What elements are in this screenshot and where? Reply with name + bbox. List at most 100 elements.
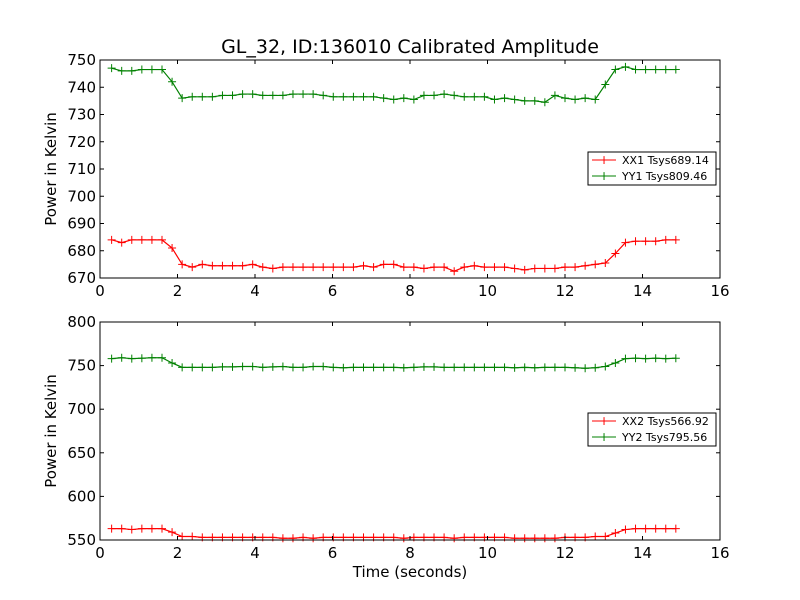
top-series-0-point [339, 263, 348, 272]
bottom-series-0-point [651, 524, 660, 533]
bottom-series-0-point [309, 534, 318, 543]
top-series-0-point [299, 263, 308, 272]
bottom-series-1-point [661, 354, 670, 363]
bottom-series-1-point [460, 363, 469, 372]
bottom-series-0-point [520, 534, 529, 543]
top-y-axis-label: Power in Kelvin [42, 112, 60, 226]
bottom-x-tick-label: 10 [478, 544, 497, 562]
top-series-0-point [198, 260, 207, 269]
bottom-series-1-point [450, 363, 459, 372]
bottom-x-tick-label: 4 [250, 544, 260, 562]
top-y-tick-label: 730 [67, 106, 96, 124]
top-series-0-point [561, 263, 569, 272]
bottom-y-tick-label: 650 [67, 444, 96, 462]
bottom-series-1-point [631, 354, 640, 363]
bottom-x-tick-label: 12 [555, 544, 574, 562]
top-x-tick-label: 14 [633, 282, 652, 300]
bottom-series-1-point [117, 353, 126, 362]
bottom-series-1-point [158, 353, 166, 362]
bottom-series-1-point [601, 362, 610, 371]
top-series-1-point [278, 91, 287, 100]
bottom-series-1-point [651, 354, 660, 363]
top-series-1-point [561, 94, 569, 103]
top-series-0-point [309, 263, 318, 272]
top-legend-marker-xx1: + [599, 153, 609, 167]
top-series-0-point [349, 263, 358, 272]
top-legend-marker-yy1: + [599, 169, 609, 183]
top-series-0-point [550, 264, 559, 273]
top-series-1-point [419, 91, 428, 100]
bottom-series-1-point [399, 363, 408, 372]
top-series-1-point [641, 65, 650, 74]
bottom-plot-panel: 0 2 4 6 8 10 12 14 16 550 600 650 700 750 800 Power in… [42, 313, 730, 581]
top-series-1-point [530, 96, 539, 105]
bottom-series-0-point [188, 532, 197, 541]
top-series-0-point [621, 238, 630, 247]
top-series-1-point [147, 65, 156, 74]
top-y-tick-label: 750 [67, 51, 96, 69]
bottom-series-1-point [440, 363, 449, 372]
top-series-0-point [107, 235, 116, 244]
top-series-1-point [581, 94, 590, 103]
top-series-0-point [168, 244, 177, 253]
top-series-0-point [641, 237, 650, 246]
top-series-0-point [419, 264, 428, 273]
top-y-tick-label: 740 [67, 78, 96, 96]
top-series-1-point [228, 91, 237, 100]
bottom-series-0-point [611, 529, 620, 538]
top-series-1-point [440, 90, 449, 99]
top-y-tick-label: 670 [67, 269, 96, 287]
bottom-series-1-point [480, 363, 489, 372]
bottom-x-tick-label: 14 [633, 544, 652, 562]
bottom-series-1-point [218, 362, 227, 371]
top-series-0-point [409, 263, 418, 272]
top-series-1-point [248, 90, 257, 99]
bottom-series-0-point [107, 524, 116, 533]
bottom-series-1-point [369, 363, 378, 372]
top-series-1-point [480, 92, 489, 101]
top-series-1-point [349, 92, 358, 101]
top-series-0-point [278, 263, 287, 272]
bottom-series-1-point [107, 354, 116, 363]
top-series-1-point [661, 65, 670, 74]
bottom-y-axis-label: Power in Kelvin [42, 374, 60, 488]
bottom-series-0-point [601, 532, 610, 541]
top-series-0-point [248, 260, 257, 269]
bottom-series-1-point [581, 364, 590, 373]
top-series-1-point [359, 92, 368, 101]
top-x-tick-label: 0 [95, 282, 105, 300]
top-series-1-point [550, 91, 559, 100]
top-series-1-point [671, 65, 680, 74]
bottom-series-1-point [329, 363, 338, 372]
bottom-series-1-point [299, 363, 308, 372]
top-series-1-point [460, 92, 469, 101]
top-series-1-point [510, 95, 519, 104]
top-series-0-point [369, 263, 378, 272]
bottom-legend: + XX2 Tsys566.92 + YY2 Tsys795.56 [587, 412, 717, 447]
top-series-1-point [268, 91, 277, 100]
top-series-0-point [117, 238, 126, 247]
top-series-0-point [319, 263, 328, 272]
bottom-series-1-point [540, 363, 549, 372]
top-series-0-point [530, 264, 539, 273]
top-series-1-point [379, 94, 388, 103]
bottom-series-1-point [268, 362, 277, 371]
top-series-1-point [319, 91, 328, 100]
top-series-0-point [510, 264, 519, 273]
top-series-0-point [661, 235, 670, 244]
top-series-0-point [137, 235, 146, 244]
bottom-series-0-point [278, 534, 287, 543]
top-series-1-point [389, 95, 398, 104]
top-y-tick-label: 710 [67, 160, 96, 178]
top-series-0-point [651, 237, 660, 246]
top-series-1-point [631, 65, 640, 74]
bottom-series-1-point [641, 354, 650, 363]
bottom-series-0-point [631, 524, 640, 533]
top-series-0-point [218, 261, 227, 270]
bottom-series-layer [107, 353, 680, 543]
top-series-1-point [329, 92, 338, 101]
bottom-series-0-point [550, 534, 559, 543]
bottom-series-1-point [288, 363, 297, 372]
top-series-1-point [198, 92, 207, 101]
bottom-series-0-point [540, 534, 549, 543]
